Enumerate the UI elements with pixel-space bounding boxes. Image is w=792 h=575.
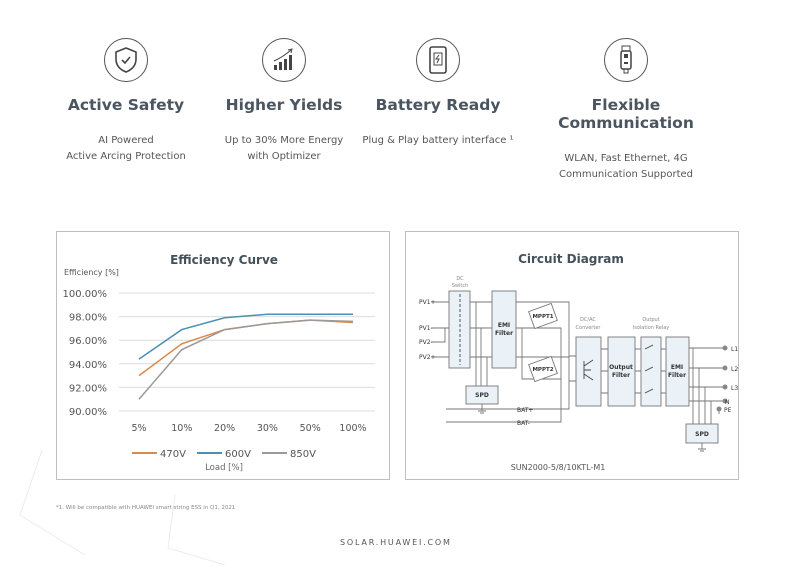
feature-title: Flexible Communication — [558, 96, 694, 132]
footnote: *1. Will be compatible with HUAWEI smart… — [56, 505, 236, 511]
dcac-converter-box — [575, 336, 602, 407]
legend-label: 600V — [225, 449, 251, 460]
x-tick-label: 30% — [257, 423, 278, 434]
circuit-diagram-panel: Circuit Diagram DC Switch EMI Filter MPP… — [405, 231, 739, 480]
bat-minus-label: BAT- — [517, 420, 530, 427]
bat-plus-label: BAT+ — [517, 407, 533, 414]
pv2-minus-label: PV2- — [419, 339, 433, 346]
y-tick-label: 96.00% — [69, 336, 107, 347]
dongle-icon — [604, 38, 648, 82]
output-filter-box — [607, 336, 636, 407]
pv2-plus-label: PV2+ — [419, 354, 436, 361]
feature-higher-yields: Higher Yields Up to 30% More Energy with … — [194, 38, 374, 165]
dcac-label: Converter — [576, 325, 602, 331]
x-tick-label: 10% — [171, 423, 192, 434]
feature-active-safety: Active Safety AI Powered Active Arcing Pr… — [36, 38, 216, 165]
feature-desc: Up to 30% More Energy — [224, 135, 344, 146]
feature-flexible-communication: Flexible Communication WLAN, Fast Ethern… — [536, 38, 716, 183]
battery-phone-icon — [416, 38, 460, 82]
pv1-minus-label: PV1- — [419, 325, 433, 332]
feature-desc: Active Arcing Protection — [66, 151, 186, 162]
series-line-850V — [138, 319, 354, 400]
feature-desc: with Optimizer — [247, 151, 321, 162]
series-line-600V — [138, 313, 353, 360]
model-label: SUN2000-5/8/10KTL-M1 — [511, 463, 606, 472]
mppt1-label: MPPT1 — [532, 314, 553, 320]
spd-label: SPD — [695, 431, 709, 438]
y-tick-label: 90.00% — [69, 407, 107, 418]
feature-title: Higher Yields — [225, 96, 343, 114]
efficiency-chart: Efficiency Curve Efficiency [%] Load [%]… — [63, 253, 375, 473]
pe-label: PE — [724, 407, 732, 414]
l2-label: L2 — [731, 366, 738, 373]
x-tick-label: 100% — [339, 423, 366, 434]
feature-desc: Plug & Play battery interface ¹ — [362, 135, 514, 146]
legend-label: 850V — [290, 449, 316, 460]
chart-title: Efficiency Curve — [170, 253, 278, 267]
l3-label: L3 — [731, 385, 738, 392]
circuit-title: Circuit Diagram — [518, 252, 624, 266]
circuit-diagram: Circuit Diagram DC Switch EMI Filter MPP… — [419, 252, 738, 472]
feature-battery-ready: Battery Ready Plug & Play battery interf… — [348, 38, 528, 149]
emi-filter-label: Filter — [668, 372, 686, 379]
dc-switch-label: Switch — [452, 283, 469, 289]
dc-switch-label: DC — [456, 276, 464, 282]
n-label: N — [725, 399, 730, 406]
l1-label: L1 — [731, 346, 738, 353]
x-tick-label: 50% — [300, 423, 321, 434]
legend-label: 470V — [160, 449, 186, 460]
dc-switch-box — [448, 290, 471, 369]
emi-filter-output-box — [665, 336, 690, 407]
emi-filter-label: EMI — [671, 364, 683, 371]
efficiency-chart-panel: Efficiency Curve Efficiency [%] Load [%]… — [56, 231, 390, 480]
feature-title: Active Safety — [67, 96, 185, 114]
series-line-470V — [138, 319, 354, 377]
y-tick-label: 92.00% — [69, 383, 107, 394]
growth-bars-icon — [262, 38, 306, 82]
x-tick-label: 5% — [131, 423, 146, 434]
emi-filter-box — [491, 290, 517, 369]
x-tick-label: 20% — [214, 423, 235, 434]
spd-label: SPD — [475, 392, 489, 399]
y-tick-label: 98.00% — [69, 313, 107, 324]
shield-check-icon — [104, 38, 148, 82]
feature-title: Battery Ready — [375, 96, 501, 114]
dcac-label: DC/AC — [580, 317, 596, 323]
output-filter-label: Filter — [612, 372, 630, 379]
output-filter-label: Output — [609, 364, 633, 371]
mppt2-label: MPPT2 — [532, 367, 553, 373]
x-axis-label: Load [%] — [205, 463, 243, 473]
website-link[interactable]: SOLAR.HUAWEI.COM — [340, 538, 452, 547]
emi-filter-label: Filter — [495, 330, 513, 337]
relay-label: Output — [642, 317, 659, 323]
y-tick-label: 100.00% — [63, 289, 108, 300]
feature-desc: WLAN, Fast Ethernet, 4G — [564, 153, 688, 164]
isolation-relay-box — [640, 336, 662, 407]
y-tick-label: 94.00% — [69, 360, 107, 371]
feature-desc: Communication Supported — [558, 169, 694, 180]
y-axis-label: Efficiency [%] — [64, 268, 119, 277]
feature-desc: AI Powered — [98, 135, 154, 146]
relay-label: Isolation Relay — [633, 325, 670, 331]
emi-filter-label: EMI — [498, 322, 510, 329]
pv1-plus-label: PV1+ — [419, 299, 436, 306]
